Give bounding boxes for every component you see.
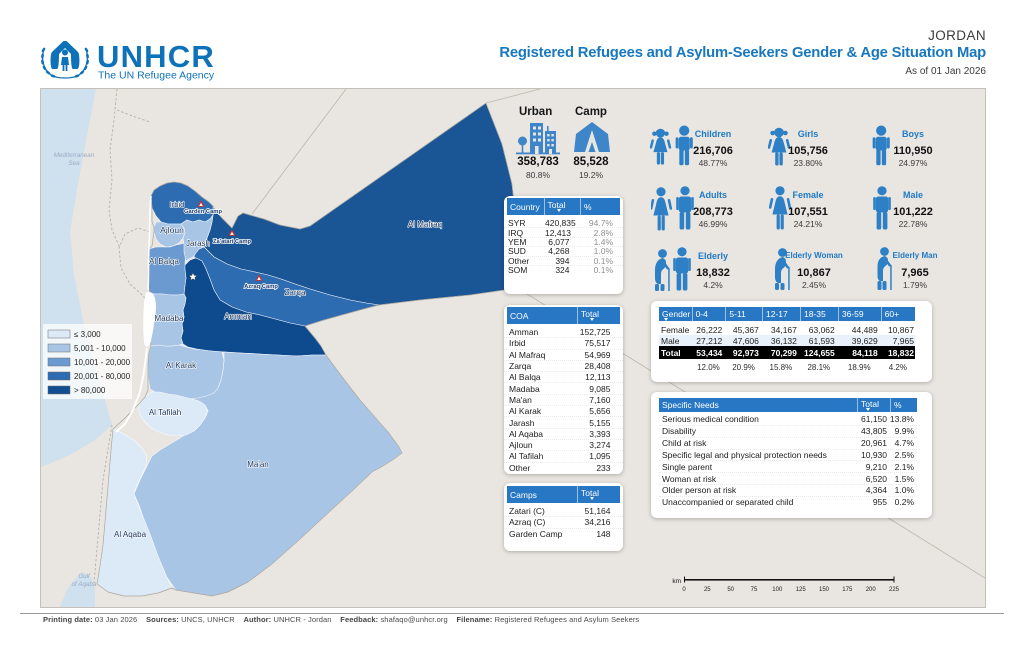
svg-text:Sea: Sea — [68, 160, 80, 167]
svg-text:Al Balqa: Al Balqa — [149, 257, 179, 266]
svg-text:5,001 - 10,000: 5,001 - 10,000 — [74, 344, 126, 353]
svg-text:Mediterranean: Mediterranean — [54, 152, 95, 159]
svg-text:UNHCR: UNHCR — [97, 39, 215, 74]
svg-text:150: 150 — [819, 587, 830, 593]
svg-text:Ajloun: Ajloun — [160, 225, 184, 235]
svg-text:100: 100 — [772, 587, 783, 593]
svg-text:0: 0 — [682, 587, 686, 593]
svg-text:25: 25 — [704, 587, 711, 593]
svg-text:75: 75 — [751, 587, 758, 593]
svg-text:Al Aqaba: Al Aqaba — [114, 530, 147, 539]
svg-text:> 80,000: > 80,000 — [74, 386, 106, 395]
svg-text:Ma'an: Ma'an — [247, 460, 269, 469]
svg-text:of Aqaba: of Aqaba — [72, 581, 97, 588]
svg-text:175: 175 — [842, 587, 853, 593]
svg-text:Al Tafilah: Al Tafilah — [149, 408, 181, 417]
svg-text:200: 200 — [866, 587, 877, 593]
svg-text:20,001 - 80,000: 20,001 - 80,000 — [74, 372, 131, 381]
svg-text:125: 125 — [796, 587, 807, 593]
svg-text:225: 225 — [889, 587, 900, 593]
svg-text:km: km — [672, 578, 681, 585]
svg-text:Za'atari Camp: Za'atari Camp — [213, 239, 252, 245]
svg-text:Irbid: Irbid — [170, 200, 185, 209]
svg-text:50: 50 — [727, 587, 734, 593]
svg-text:Zarqa: Zarqa — [285, 288, 306, 297]
svg-text:Amman: Amman — [224, 312, 252, 321]
svg-text:≤ 3,000: ≤ 3,000 — [74, 330, 101, 339]
svg-text:Gulf: Gulf — [78, 573, 91, 580]
svg-text:Garden Camp: Garden Camp — [184, 209, 222, 215]
svg-text:Azraq Camp: Azraq Camp — [244, 284, 278, 290]
svg-text:Al Karak: Al Karak — [166, 361, 197, 370]
svg-text:10,001 - 20,000: 10,001 - 20,000 — [74, 358, 131, 367]
svg-text:Jarash: Jarash — [186, 239, 210, 248]
svg-text:Madaba: Madaba — [155, 314, 184, 323]
svg-text:Al Mafraq: Al Mafraq — [408, 220, 442, 229]
svg-text:The UN Refugee Agency: The UN Refugee Agency — [98, 70, 215, 82]
